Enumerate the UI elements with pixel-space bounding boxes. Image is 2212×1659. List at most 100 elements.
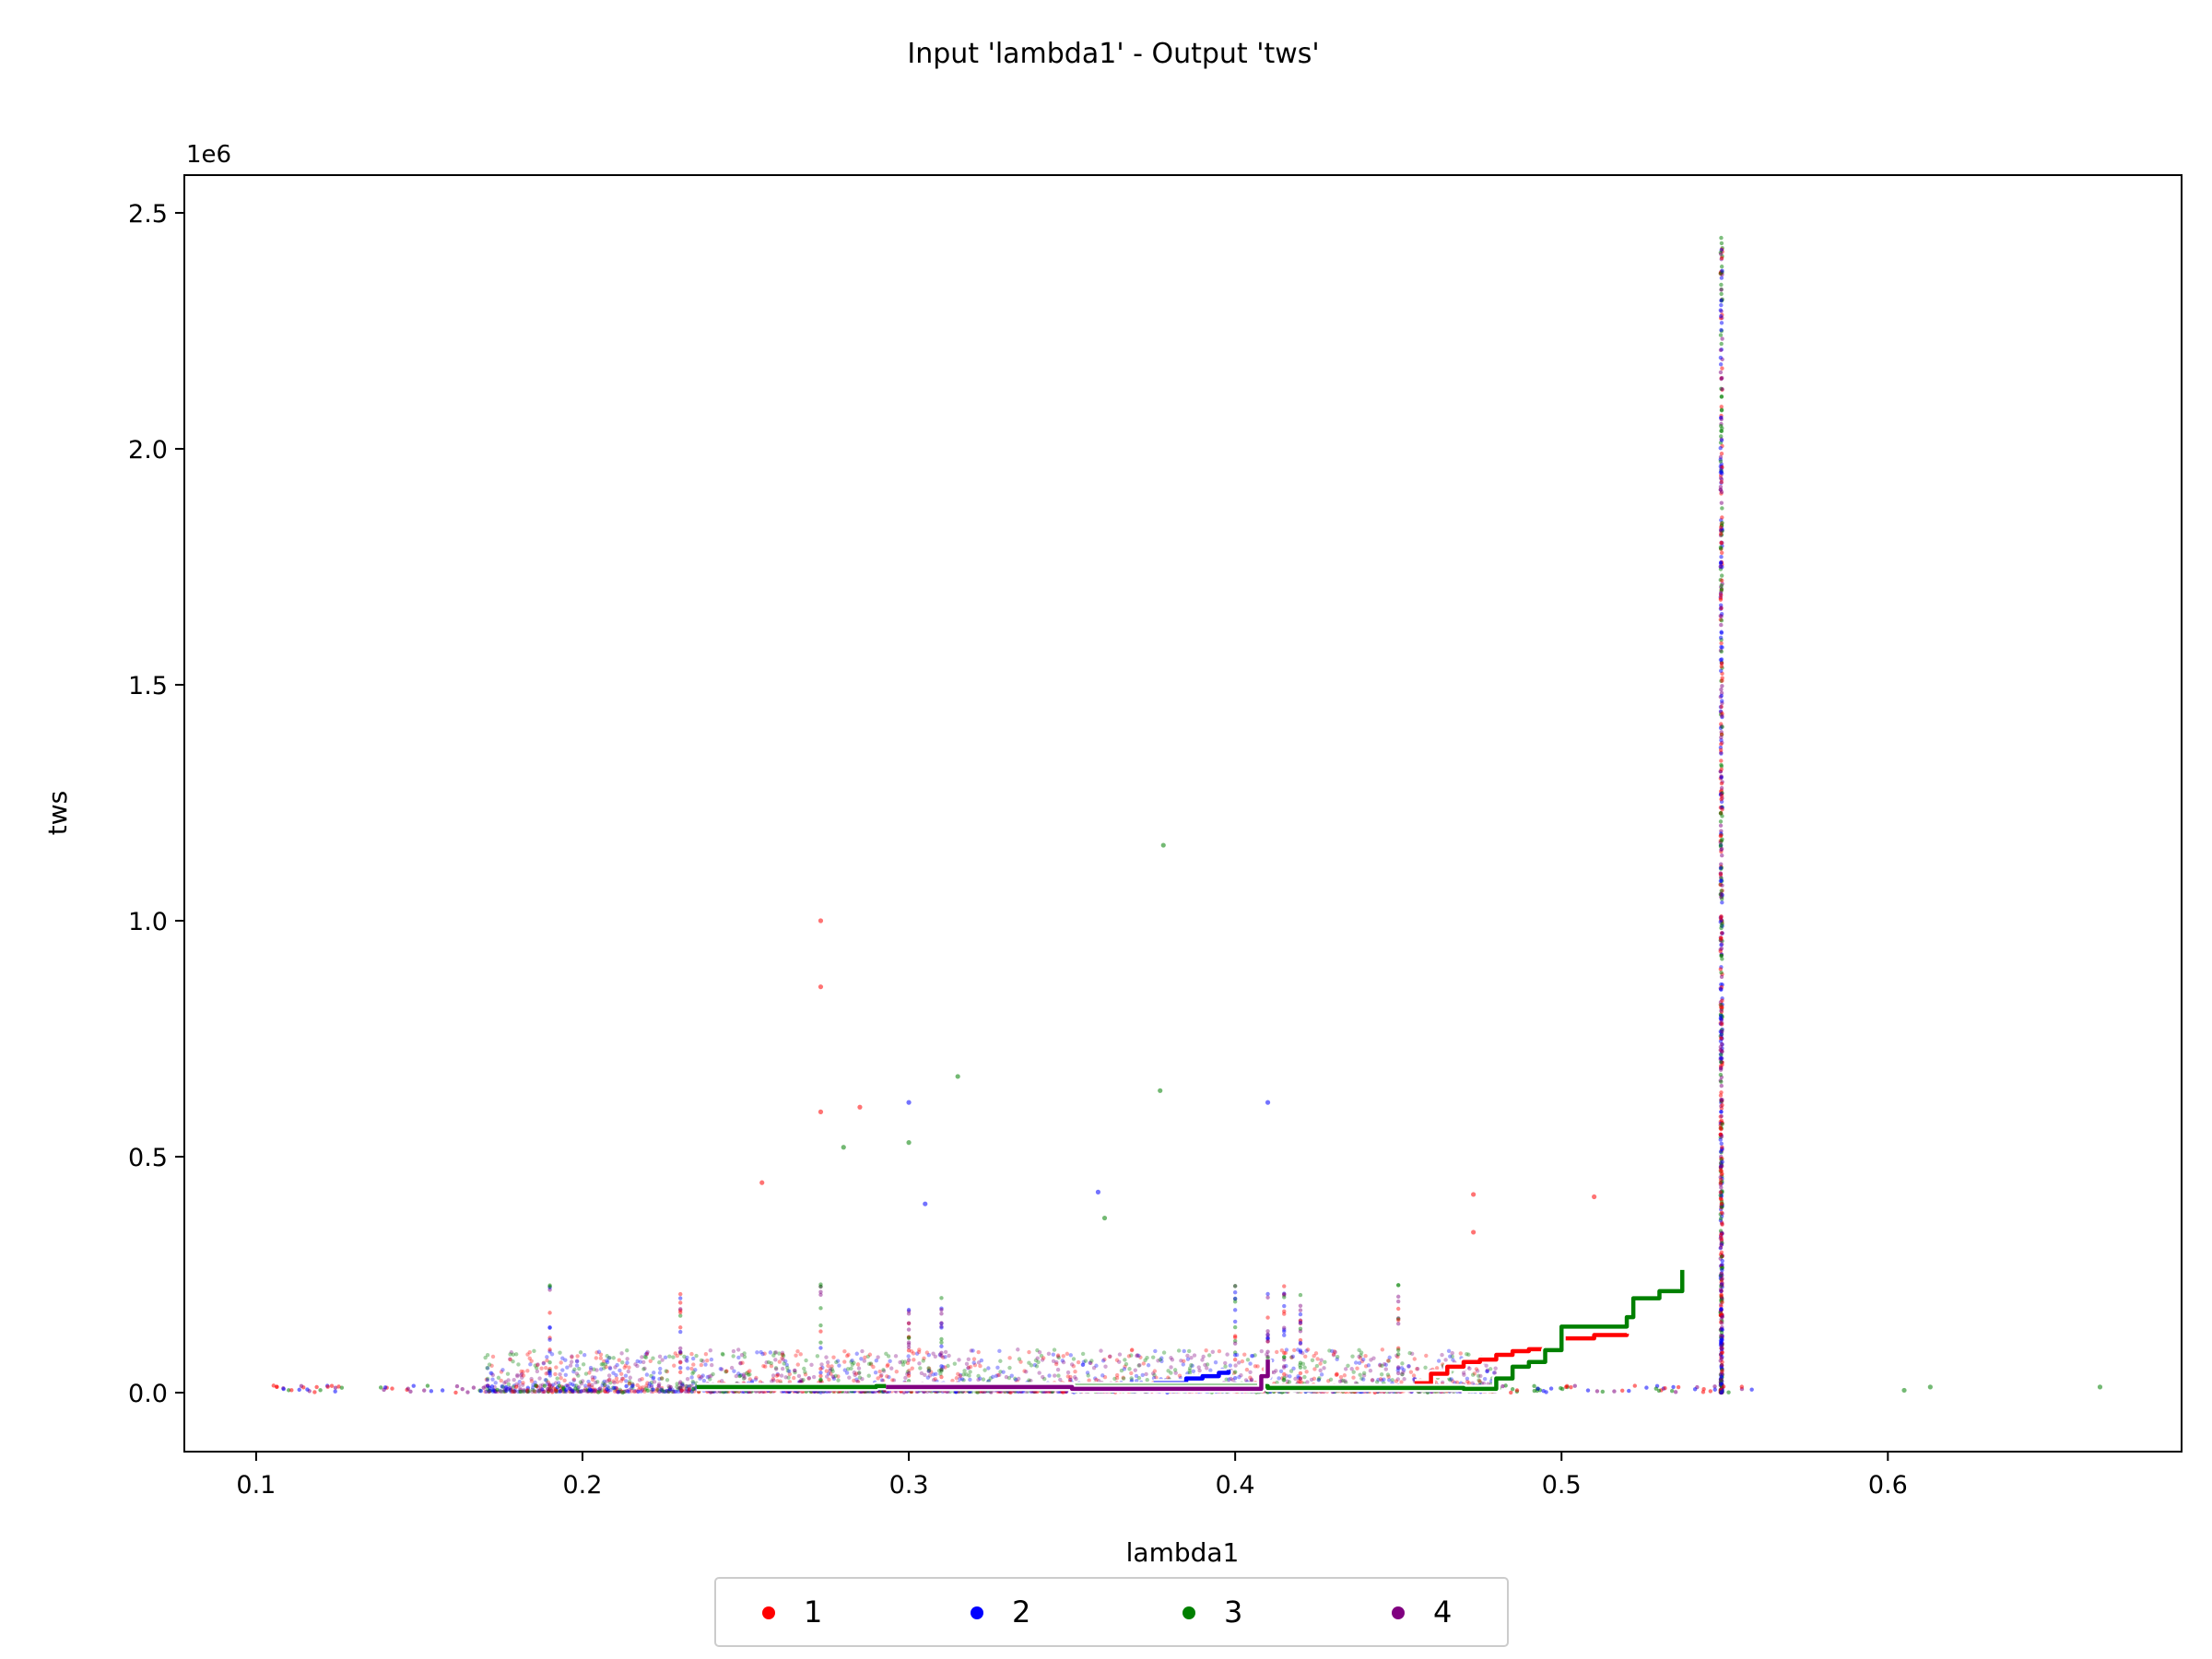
cloud-point [1093, 1376, 1098, 1381]
cloud-point [966, 1366, 971, 1371]
cloud-point [1718, 547, 1724, 551]
cloud-point [1224, 1377, 1229, 1382]
cloud-point [518, 1386, 523, 1391]
cloud-point [685, 1377, 690, 1382]
cloud-point [525, 1389, 531, 1394]
cloud-point [1718, 1181, 1723, 1185]
series-fronts [696, 1269, 1687, 1394]
cloud-point [1034, 1364, 1040, 1369]
cloud-point [547, 1324, 552, 1330]
cloud-point [1318, 1368, 1323, 1373]
cloud-point [1253, 1364, 1258, 1369]
cloud-point [1720, 1222, 1724, 1227]
cloud-point [536, 1388, 542, 1394]
cloud-point [1068, 1377, 1073, 1382]
cloud-point [546, 1386, 550, 1392]
cloud-point [615, 1362, 619, 1368]
cloud-point [634, 1389, 639, 1394]
cloud-point [1720, 1369, 1724, 1373]
cloud-point [1179, 1359, 1183, 1363]
cloud-point [518, 1387, 523, 1393]
cloud-point [1719, 1288, 1724, 1294]
cloud-point [544, 1365, 548, 1371]
cloud-point [857, 1371, 862, 1375]
cloud-point [732, 1369, 736, 1373]
cloud-point [906, 1309, 912, 1313]
cloud-point [543, 1378, 548, 1382]
cloud-point [770, 1379, 774, 1383]
cloud-point [961, 1372, 966, 1377]
cloud-point [680, 1383, 685, 1388]
cloud-point [736, 1371, 741, 1376]
cloud-point [939, 1324, 944, 1329]
cloud-point [1719, 255, 1724, 261]
cloud-point [1720, 645, 1724, 650]
cloud-point [1719, 946, 1724, 951]
cloud-point [1150, 1355, 1156, 1359]
cloud-point [1300, 1361, 1306, 1367]
cloud-point [1718, 967, 1724, 971]
cloud-point [534, 1383, 538, 1388]
cloud-point [1158, 1358, 1163, 1362]
cloud-point [1719, 704, 1724, 710]
cloud-point [678, 1370, 683, 1375]
cloud-point [534, 1389, 538, 1394]
cloud-point [506, 1378, 511, 1382]
cloud-point [521, 1373, 526, 1378]
cloud-point [966, 1365, 971, 1370]
cloud-point [1718, 1190, 1724, 1194]
cloud-point [1076, 1359, 1081, 1365]
cloud-point [1718, 560, 1724, 565]
cloud-point [1395, 1377, 1401, 1382]
cloud-point [1185, 1353, 1190, 1359]
cloud-point [1328, 1377, 1334, 1382]
cloud-point [678, 1365, 683, 1371]
cloud-point [1282, 1291, 1287, 1297]
cloud-point [1351, 1370, 1356, 1374]
cloud-point [1402, 1377, 1406, 1382]
cloud-point [527, 1356, 532, 1360]
cloud-point [1719, 550, 1724, 555]
cloud-point [906, 1321, 912, 1325]
cloud-point [503, 1384, 509, 1390]
data-point [818, 918, 824, 924]
cloud-point [620, 1376, 626, 1382]
cloud-point [1719, 1065, 1724, 1070]
cloud-point [1719, 641, 1724, 646]
cloud-point [1072, 1375, 1077, 1380]
cloud-point [1197, 1368, 1202, 1373]
cloud-point [1488, 1367, 1493, 1371]
cloud-point [921, 1359, 925, 1363]
legend-label-3: 3 [1224, 1594, 1242, 1630]
cloud-point [608, 1387, 613, 1393]
cloud-point [1719, 687, 1724, 692]
cloud-point [1232, 1350, 1238, 1355]
cloud-point [1720, 366, 1724, 371]
cloud-point [1232, 1284, 1238, 1288]
cloud-point [1409, 1351, 1415, 1356]
cloud-point [577, 1366, 582, 1371]
legend-marker-2 [971, 1606, 983, 1619]
cloud-point [1122, 1367, 1127, 1371]
cloud-point [1335, 1372, 1339, 1377]
cloud-point [718, 1367, 724, 1371]
cloud-point [547, 1337, 552, 1342]
cloud-point [709, 1373, 713, 1378]
cloud-point [1673, 1390, 1678, 1394]
cloud-point [516, 1389, 521, 1394]
x-tick-label: 0.1 [236, 1471, 276, 1500]
cloud-point [724, 1369, 729, 1374]
y-axis-offset-label: 1e6 [186, 141, 231, 169]
cloud-point [931, 1351, 935, 1356]
cloud-point [533, 1363, 537, 1368]
cloud-point [966, 1357, 971, 1361]
cloud-point [641, 1367, 646, 1371]
cloud-point [1248, 1361, 1253, 1366]
cloud-point [1029, 1363, 1034, 1368]
cloud-point [635, 1363, 640, 1369]
cloud-point [689, 1383, 694, 1388]
cloud-point [857, 1375, 863, 1380]
cloud-point [329, 1383, 335, 1388]
cloud-point [1663, 1385, 1667, 1391]
cloud-point [905, 1370, 911, 1374]
